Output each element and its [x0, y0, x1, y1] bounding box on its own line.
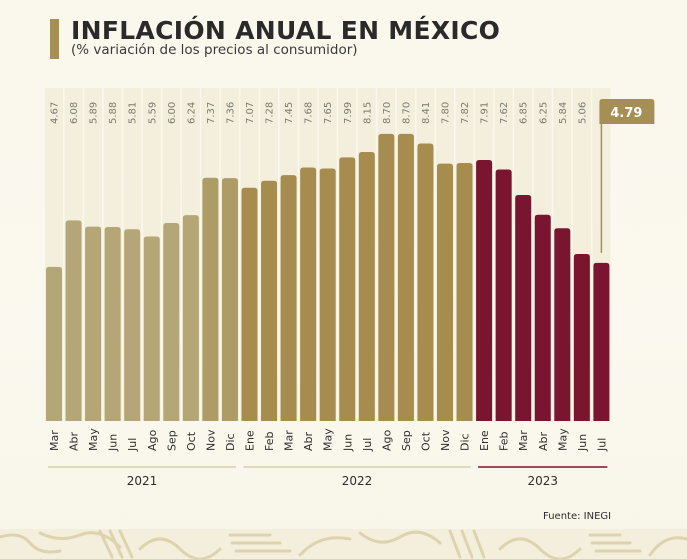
value-label: 5.81 — [128, 102, 139, 124]
value-label: 8.70 — [401, 102, 412, 124]
month-label: Ago — [146, 429, 159, 451]
value-label: 7.36 — [225, 102, 236, 124]
month-label: Mar — [517, 430, 530, 451]
value-label: 6.24 — [186, 102, 197, 124]
year-label-2021: 2021 — [127, 474, 158, 488]
bar-2022-sep — [397, 133, 414, 421]
value-label: 5.59 — [147, 102, 158, 124]
month-label: Feb — [498, 432, 511, 451]
value-label: 8.15 — [362, 102, 373, 124]
callout-value: 4.79 — [610, 106, 642, 121]
title-accent-bar — [50, 19, 59, 59]
month-label: Sep — [400, 430, 413, 451]
month-label: Mar — [283, 430, 296, 451]
bar-2021-ago — [143, 236, 160, 421]
value-label: 5.88 — [108, 102, 119, 124]
month-label: Abr — [302, 431, 315, 451]
bar-2023-mar — [515, 194, 532, 421]
bar-2022-abr — [300, 167, 317, 421]
value-label: 4.67 — [50, 102, 61, 124]
value-label: 6.00 — [167, 102, 178, 124]
month-label: Dic — [224, 433, 237, 451]
value-label: 6.08 — [69, 102, 80, 124]
bar-2023-jun — [573, 254, 590, 421]
value-label: 7.68 — [304, 102, 315, 124]
month-label: Nov — [204, 429, 217, 451]
value-label: 6.25 — [538, 102, 549, 124]
month-label: Dic — [459, 433, 472, 451]
bar-2023-ene — [476, 159, 493, 421]
month-label: Jun — [341, 434, 354, 452]
value-label: 5.84 — [558, 102, 569, 124]
callout-box — [599, 99, 655, 124]
value-label: 7.65 — [323, 102, 334, 124]
chart-subtitle: (% variación de los precios al consumido… — [71, 42, 358, 58]
month-label: May — [87, 428, 100, 451]
month-label: May — [322, 428, 335, 451]
bar-2021-jul — [124, 229, 141, 421]
decorative-pattern-band — [0, 529, 687, 559]
value-label: 7.82 — [460, 102, 471, 124]
bar-2022-ene — [241, 187, 258, 421]
bar-2022-ago — [378, 133, 395, 421]
year-label-2023: 2023 — [527, 474, 558, 488]
month-label: Jun — [107, 434, 120, 452]
month-label: Jun — [576, 434, 589, 452]
value-label: 8.41 — [421, 102, 432, 124]
bar-2022-jun — [339, 157, 356, 421]
bar-2022-mar — [280, 175, 297, 421]
chart-title: INFLACIÓN ANUAL EN MÉXICO — [71, 16, 501, 45]
month-label: Ago — [380, 429, 393, 451]
month-label: Nov — [439, 429, 452, 451]
bar-2022-dic — [456, 162, 473, 421]
month-label: Sep — [165, 430, 178, 451]
value-label: 7.07 — [245, 102, 256, 124]
value-label: 8.70 — [382, 102, 393, 124]
value-label: 7.62 — [499, 102, 510, 124]
bar-2023-jul — [593, 262, 610, 421]
bar-2023-abr — [534, 214, 551, 421]
value-label: 7.37 — [206, 102, 217, 124]
bar-2022-may — [319, 168, 336, 421]
value-label: 7.91 — [480, 102, 491, 124]
source-note: Fuente: INEGI — [543, 511, 612, 522]
bar-2021-sep — [163, 223, 180, 421]
bar-2021-mar — [46, 266, 62, 421]
bar-2021-jun — [104, 226, 121, 421]
month-label: Ene — [244, 430, 257, 451]
month-label: Mar — [48, 430, 61, 451]
bar-2022-nov — [437, 163, 453, 421]
value-label: 7.80 — [441, 102, 452, 124]
month-label: Jul — [595, 438, 608, 452]
bar-2021-oct — [182, 215, 199, 421]
bar-2022-feb — [261, 180, 278, 421]
month-label: Jul — [361, 438, 374, 452]
bar-2023-may — [554, 228, 571, 421]
month-label: Abr — [68, 431, 81, 451]
month-label: Ene — [478, 430, 491, 451]
bar-2021-abr — [65, 220, 82, 421]
value-label: 6.85 — [519, 102, 530, 124]
month-label: Feb — [263, 432, 276, 451]
bar-2021-dic — [221, 178, 238, 421]
bar-2023-feb — [495, 169, 512, 421]
bar-2022-jul — [358, 152, 375, 422]
value-label: 7.99 — [343, 102, 354, 124]
value-label: 7.45 — [284, 102, 295, 124]
month-label: Oct — [419, 431, 432, 451]
month-label: Abr — [537, 431, 550, 451]
bar-2021-nov — [202, 177, 219, 421]
value-label: 5.89 — [89, 102, 100, 124]
bar-2022-oct — [417, 143, 434, 421]
month-label: May — [556, 428, 569, 451]
month-label: Jul — [126, 438, 139, 452]
value-label: 7.28 — [265, 102, 276, 124]
month-label: Oct — [185, 431, 198, 451]
year-label-2022: 2022 — [342, 474, 373, 488]
value-label: 5.06 — [577, 102, 588, 124]
bar-2021-may — [85, 226, 102, 421]
